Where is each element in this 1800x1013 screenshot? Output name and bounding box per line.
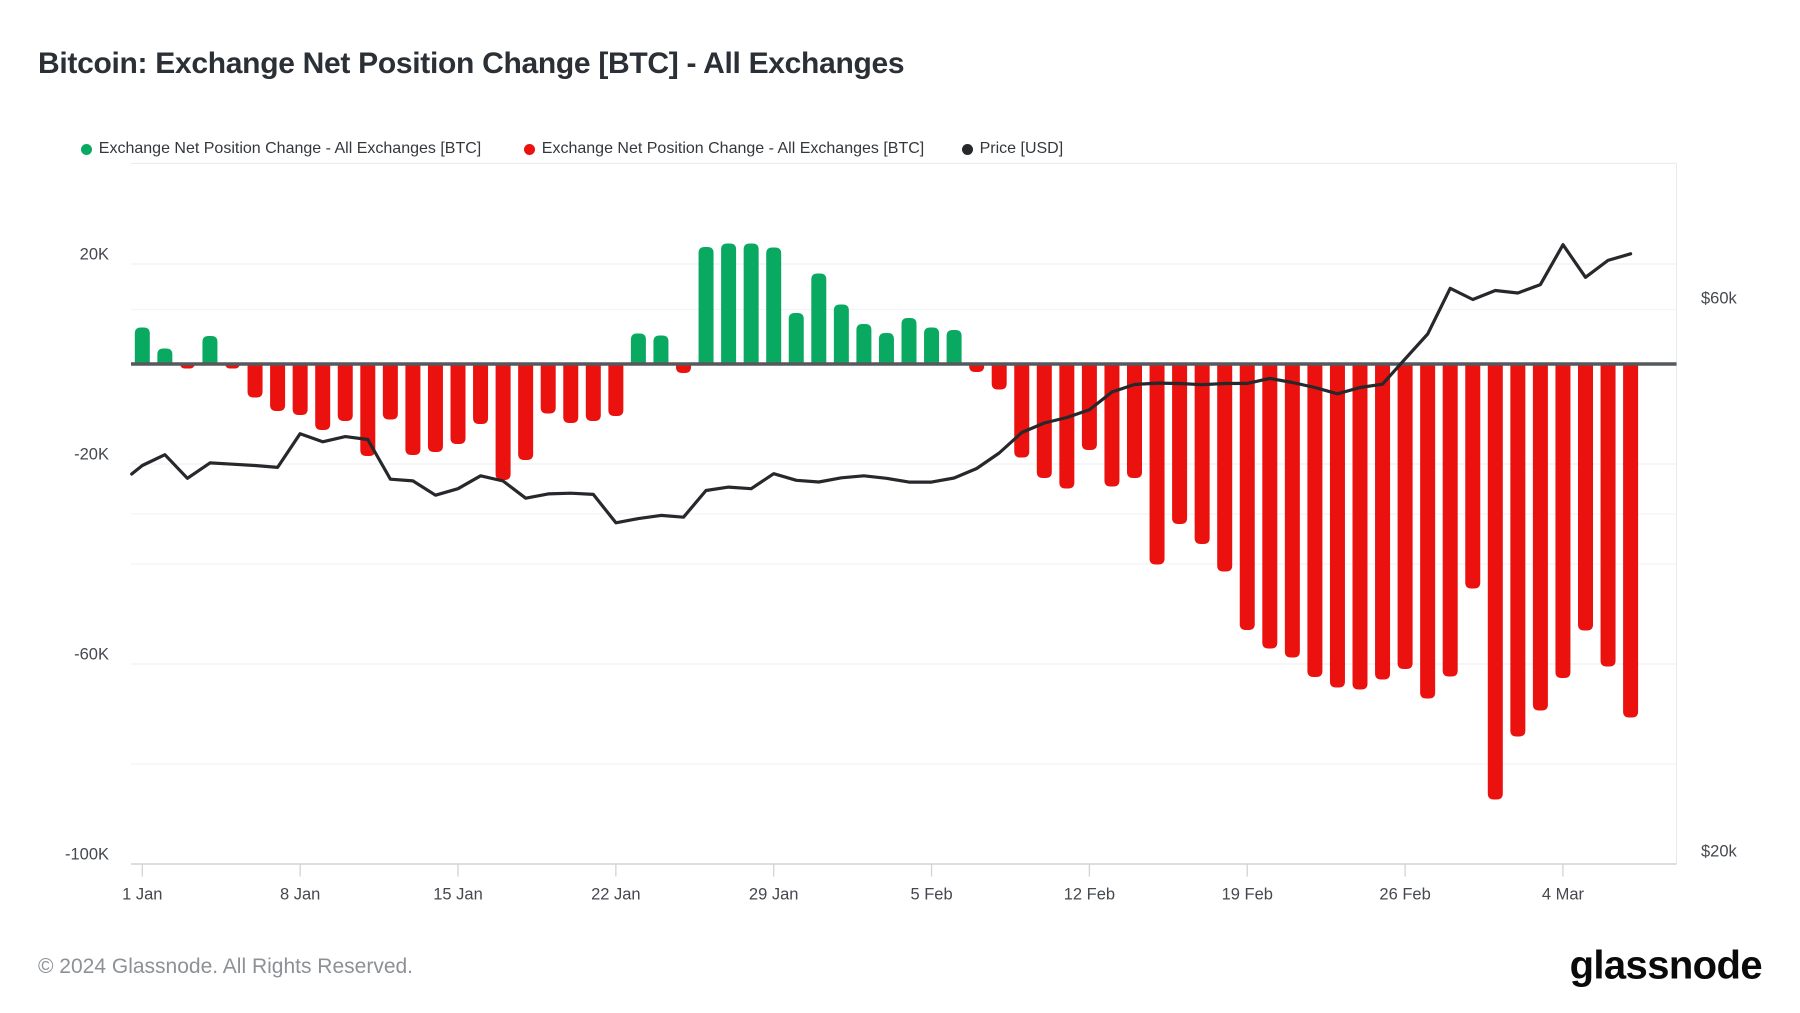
- bar-3 Mar[interactable]: [1532, 362, 1548, 711]
- bar-12 Feb[interactable]: [1081, 362, 1097, 450]
- x-axis-label-19 Feb: 19 Feb: [1221, 885, 1273, 904]
- bar-17 Jan[interactable]: [495, 362, 511, 480]
- bar-12 Jan[interactable]: [382, 362, 398, 420]
- bar-27 Jan[interactable]: [721, 243, 737, 366]
- y-axis-right-label-$60k: $60k: [1701, 289, 1737, 308]
- x-axis-label-5 Feb: 5 Feb: [910, 885, 953, 904]
- y-axis-left-label-20K: 20K: [79, 245, 109, 263]
- x-axis-label-15 Jan: 15 Jan: [433, 885, 483, 904]
- bar-14 Feb[interactable]: [1127, 362, 1142, 478]
- bar-23 Feb[interactable]: [1329, 362, 1345, 688]
- legend-item-1[interactable]: Exchange Net Position Change - All Excha…: [523, 140, 925, 158]
- bar-18 Jan[interactable]: [518, 362, 534, 460]
- legend-label-2: Price [USD]: [979, 140, 1064, 157]
- y-axis-right-label-$20k: $20k: [1701, 842, 1737, 861]
- bar-2 Mar[interactable]: [1510, 362, 1526, 737]
- bar-15 Feb[interactable]: [1149, 362, 1165, 565]
- bar-26 Feb[interactable]: [1397, 362, 1413, 669]
- bar-24 Feb[interactable]: [1352, 362, 1368, 690]
- bar-13 Jan[interactable]: [405, 362, 421, 455]
- bar-28 Jan[interactable]: [743, 243, 759, 366]
- bar-1 Feb[interactable]: [833, 304, 849, 366]
- chart-legend: Exchange Net Position Change - All Excha…: [0, 140, 1800, 158]
- bar-19 Feb[interactable]: [1239, 362, 1255, 630]
- bar-23 Jan[interactable]: [630, 333, 646, 366]
- bar-16 Feb[interactable]: [1172, 362, 1188, 524]
- bar-18 Feb[interactable]: [1217, 362, 1233, 572]
- y-axis-left-label--20K: -20K: [74, 445, 109, 463]
- bar-29 Feb[interactable]: [1465, 362, 1481, 589]
- x-axis-label-12 Feb: 12 Feb: [1063, 885, 1116, 904]
- legend-dot-0: [80, 143, 92, 155]
- bar-30 Jan[interactable]: [788, 313, 804, 366]
- bar-4 Jan[interactable]: [202, 336, 218, 366]
- bar-9 Jan[interactable]: [315, 362, 331, 430]
- bar-5 Feb[interactable]: [924, 327, 940, 366]
- x-axis-label-26 Feb: 26 Feb: [1379, 885, 1431, 904]
- bar-8 Feb[interactable]: [991, 362, 1007, 390]
- x-axis-label-1 Jan: 1 Jan: [122, 885, 163, 904]
- bar-8 Jan[interactable]: [292, 362, 308, 415]
- legend-item-2[interactable]: Price [USD]: [961, 140, 1064, 158]
- x-axis-label-4 Mar: 4 Mar: [1541, 885, 1585, 904]
- bar-9 Feb[interactable]: [1014, 362, 1030, 458]
- bar-15 Jan[interactable]: [450, 362, 466, 444]
- x-axis-label-8 Jan: 8 Jan: [279, 885, 321, 904]
- bar-31 Jan[interactable]: [811, 273, 827, 366]
- legend-label-1: Exchange Net Position Change - All Excha…: [541, 140, 925, 157]
- bar-26 Jan[interactable]: [698, 247, 714, 366]
- bar-24 Jan[interactable]: [653, 335, 669, 366]
- legend-item-0[interactable]: Exchange Net Position Change - All Excha…: [80, 140, 482, 158]
- bar-10 Feb[interactable]: [1036, 362, 1052, 478]
- bar-7 Mar[interactable]: [1623, 362, 1639, 718]
- copyright-text: © 2024 Glassnode. All Rights Reserved.: [38, 955, 414, 978]
- bar-25 Feb[interactable]: [1375, 362, 1391, 680]
- legend-label-0: Exchange Net Position Change - All Excha…: [98, 140, 482, 157]
- bar-2 Jan[interactable]: [157, 348, 173, 366]
- legend-dot-2: [961, 143, 973, 155]
- bar-28 Feb[interactable]: [1442, 362, 1458, 677]
- x-axis-label-22 Jan: 22 Jan: [591, 885, 641, 904]
- bar-19 Jan[interactable]: [540, 362, 556, 414]
- bar-13 Feb[interactable]: [1104, 362, 1120, 487]
- bar-4 Mar[interactable]: [1555, 362, 1571, 678]
- y-axis-left-label--60K: -60K: [74, 645, 109, 663]
- bar-20 Feb[interactable]: [1262, 362, 1278, 649]
- legend-dot-1: [523, 143, 535, 155]
- bar-10 Jan[interactable]: [337, 362, 353, 421]
- bar-2 Feb[interactable]: [856, 324, 872, 366]
- bar-22 Jan[interactable]: [608, 362, 624, 416]
- bar-16 Jan[interactable]: [473, 362, 489, 424]
- bar-6 Feb[interactable]: [946, 330, 962, 366]
- bar-7 Jan[interactable]: [270, 362, 286, 411]
- bar-6 Mar[interactable]: [1600, 362, 1616, 667]
- bar-6 Jan[interactable]: [247, 362, 263, 398]
- bar-14 Jan[interactable]: [427, 362, 443, 452]
- bar-11 Jan[interactable]: [360, 362, 376, 456]
- bar-5 Mar[interactable]: [1578, 362, 1593, 631]
- price-line[interactable]: [130, 243, 1633, 525]
- bar-21 Feb[interactable]: [1284, 362, 1300, 658]
- bar-4 Feb[interactable]: [901, 318, 917, 366]
- chart-title: Bitcoin: Exchange Net Position Change [B…: [38, 47, 905, 80]
- bar-3 Feb[interactable]: [878, 333, 894, 366]
- bar-1 Mar[interactable]: [1487, 362, 1503, 800]
- bar-27 Feb[interactable]: [1420, 362, 1436, 699]
- y-axis-left-label--100K: -100K: [64, 845, 109, 863]
- x-axis-label-29 Jan: 29 Jan: [748, 885, 799, 904]
- bar-20 Jan[interactable]: [563, 362, 579, 423]
- bar-22 Feb[interactable]: [1307, 362, 1323, 677]
- glassnode-logo: glassnode: [1569, 943, 1763, 988]
- bar-29 Jan[interactable]: [766, 247, 782, 366]
- bar-1 Jan[interactable]: [134, 327, 150, 366]
- bar-17 Feb[interactable]: [1194, 362, 1210, 544]
- bar-11 Feb[interactable]: [1059, 362, 1075, 489]
- bar-21 Jan[interactable]: [585, 362, 601, 421]
